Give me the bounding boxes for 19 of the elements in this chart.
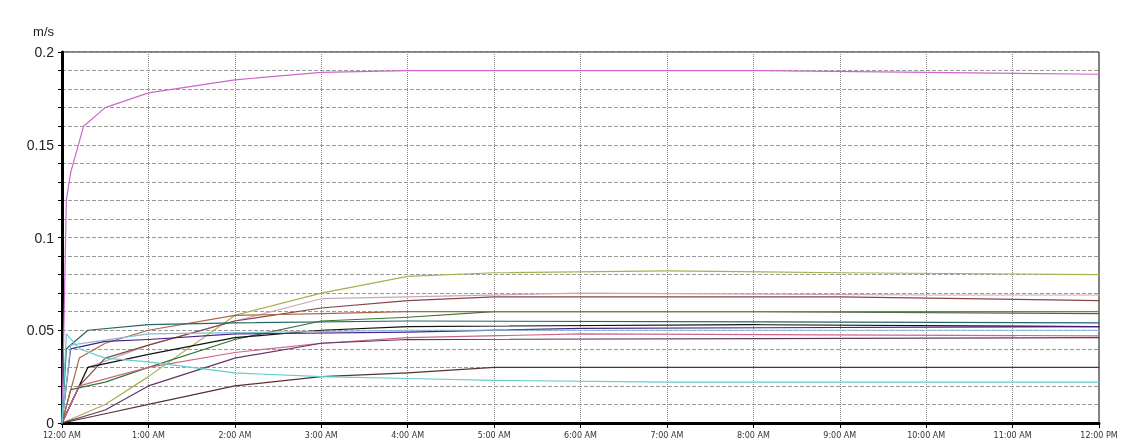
y-tick-label: 0.2 [34,44,55,60]
x-tick-label: 2:00 AM [218,430,252,440]
y-axis-title: m/s [33,24,55,39]
x-tick-label: 10:00 AM [907,430,946,440]
x-tick-label: 5:00 AM [477,430,511,440]
x-tick-label: 8:00 AM [736,430,770,440]
x-tick-label: 7:00 AM [650,430,684,440]
x-tick-label: 9:00 AM [823,430,857,440]
x-tick-label: 4:00 AM [391,430,425,440]
y-tick-label: 0.1 [34,229,55,246]
y-tick-label: 0.15 [26,136,55,153]
x-tick-label: 12:00 AM [43,430,82,440]
y-tick-label: 0.05 [26,322,55,339]
x-tick-label: 1:00 AM [131,430,165,440]
x-tick-label: 12:00 PM [1080,430,1118,440]
x-tick-label: 11:00 AM [993,430,1032,440]
x-tick-label: 3:00 AM [304,430,338,440]
y-tick-label: 0 [46,415,55,431]
x-tick-label: 6:00 AM [564,430,598,440]
